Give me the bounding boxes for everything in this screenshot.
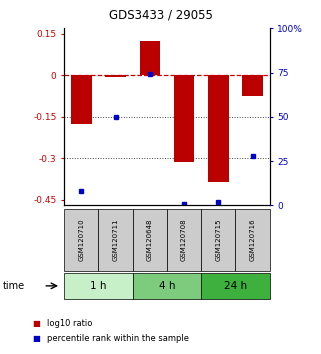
Bar <box>174 75 194 162</box>
Text: GSM120708: GSM120708 <box>181 218 187 261</box>
Bar <box>71 75 91 124</box>
Text: GDS3433 / 29055: GDS3433 / 29055 <box>108 9 213 22</box>
Text: GSM120710: GSM120710 <box>78 218 84 261</box>
Text: GSM120716: GSM120716 <box>249 218 256 261</box>
Bar <box>140 41 160 75</box>
Bar <box>208 75 229 182</box>
Text: ■: ■ <box>32 319 40 329</box>
Text: 24 h: 24 h <box>224 281 247 291</box>
Bar <box>242 75 263 96</box>
Text: percentile rank within the sample: percentile rank within the sample <box>47 333 188 343</box>
Text: GSM120715: GSM120715 <box>215 218 221 261</box>
Text: ■: ■ <box>32 333 40 343</box>
Text: log10 ratio: log10 ratio <box>47 319 92 329</box>
Bar <box>105 75 126 77</box>
Text: time: time <box>3 281 25 291</box>
Text: 1 h: 1 h <box>90 281 107 291</box>
Text: GSM120711: GSM120711 <box>113 218 118 261</box>
Text: GSM120648: GSM120648 <box>147 218 153 261</box>
Text: 4 h: 4 h <box>159 281 175 291</box>
